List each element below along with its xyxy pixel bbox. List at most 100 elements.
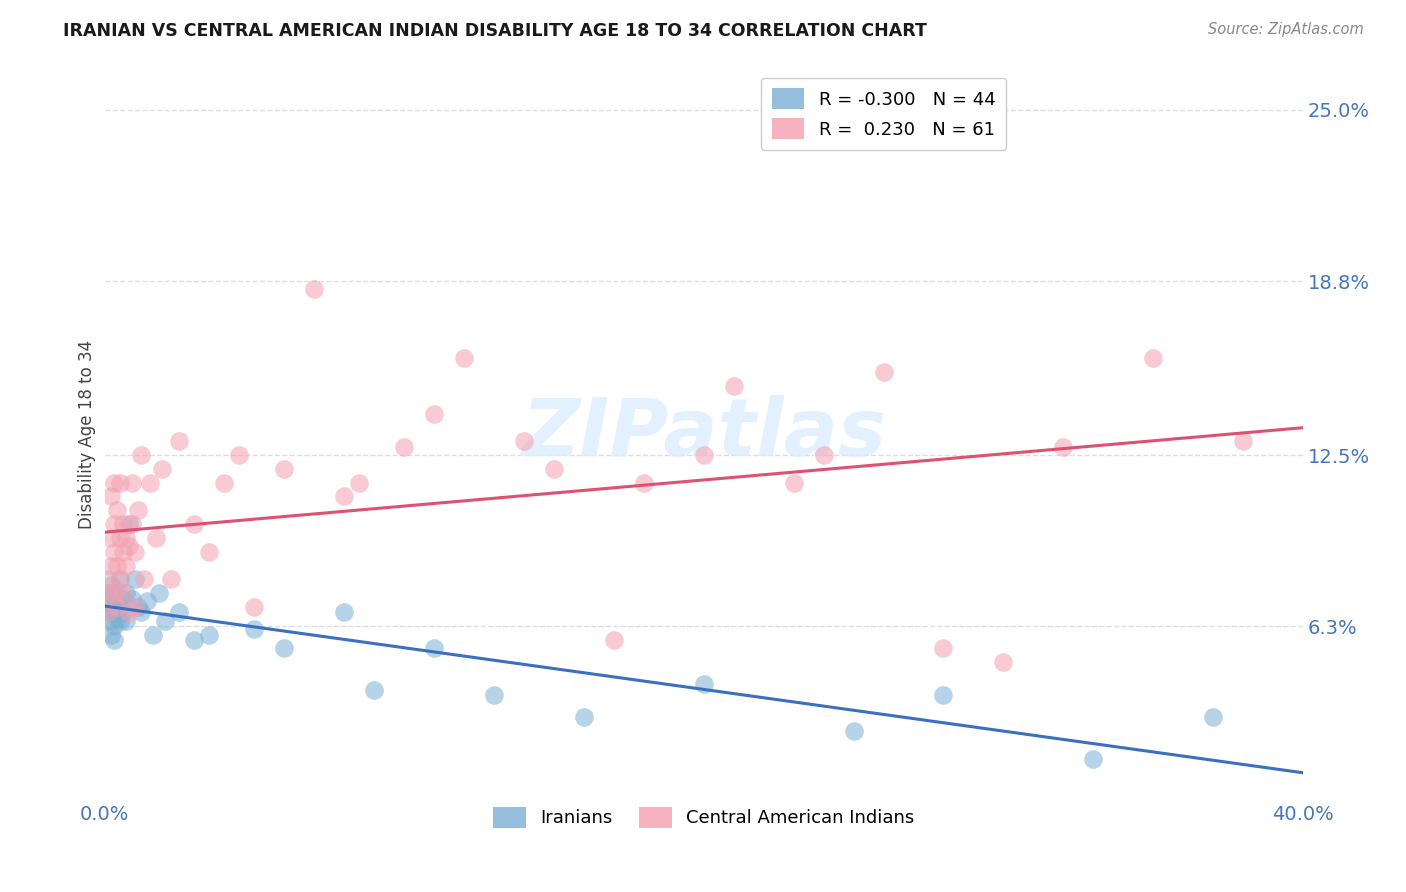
Text: IRANIAN VS CENTRAL AMERICAN INDIAN DISABILITY AGE 18 TO 34 CORRELATION CHART: IRANIAN VS CENTRAL AMERICAN INDIAN DISAB… — [63, 22, 927, 40]
Point — [108, 572, 131, 586]
Point — [111, 591, 134, 606]
Point — [103, 586, 125, 600]
Point — [693, 677, 716, 691]
Point — [363, 682, 385, 697]
Point — [633, 475, 655, 490]
Point — [100, 558, 122, 573]
Point — [1083, 752, 1105, 766]
Point — [842, 724, 865, 739]
Point — [214, 475, 236, 490]
Point — [108, 531, 131, 545]
Point — [114, 531, 136, 545]
Point — [169, 606, 191, 620]
Point — [100, 599, 122, 614]
Point — [333, 606, 356, 620]
Point — [100, 614, 122, 628]
Point — [100, 578, 122, 592]
Point — [108, 572, 131, 586]
Point — [198, 545, 221, 559]
Point — [723, 379, 745, 393]
Point — [572, 710, 595, 724]
Point — [333, 490, 356, 504]
Point — [103, 606, 125, 620]
Point — [97, 594, 120, 608]
Point — [121, 475, 143, 490]
Point — [111, 545, 134, 559]
Point — [124, 572, 146, 586]
Point — [103, 517, 125, 532]
Point — [111, 586, 134, 600]
Point — [159, 572, 181, 586]
Point — [111, 517, 134, 532]
Point — [103, 619, 125, 633]
Point — [124, 545, 146, 559]
Point — [121, 591, 143, 606]
Point — [423, 407, 446, 421]
Text: Source: ZipAtlas.com: Source: ZipAtlas.com — [1208, 22, 1364, 37]
Point — [127, 599, 149, 614]
Point — [129, 448, 152, 462]
Point — [273, 641, 295, 656]
Point — [97, 586, 120, 600]
Point — [138, 475, 160, 490]
Point — [349, 475, 371, 490]
Point — [228, 448, 250, 462]
Point — [97, 586, 120, 600]
Point — [97, 606, 120, 620]
Point — [145, 531, 167, 545]
Point — [423, 641, 446, 656]
Point — [183, 517, 205, 532]
Point — [103, 633, 125, 648]
Point — [111, 606, 134, 620]
Point — [127, 503, 149, 517]
Point — [129, 606, 152, 620]
Point — [117, 517, 139, 532]
Point — [993, 655, 1015, 669]
Point — [872, 365, 894, 379]
Legend: Iranians, Central American Indians: Iranians, Central American Indians — [486, 800, 922, 835]
Point — [392, 440, 415, 454]
Point — [782, 475, 804, 490]
Point — [114, 558, 136, 573]
Point — [198, 627, 221, 641]
Point — [135, 594, 157, 608]
Point — [105, 503, 128, 517]
Point — [150, 462, 173, 476]
Point — [114, 614, 136, 628]
Point — [304, 282, 326, 296]
Point — [124, 599, 146, 614]
Point — [108, 475, 131, 490]
Point — [603, 633, 626, 648]
Point — [105, 611, 128, 625]
Point — [103, 586, 125, 600]
Point — [1052, 440, 1074, 454]
Point — [243, 599, 266, 614]
Point — [513, 434, 536, 449]
Point — [114, 586, 136, 600]
Point — [543, 462, 565, 476]
Point — [105, 594, 128, 608]
Point — [453, 351, 475, 366]
Point — [183, 633, 205, 648]
Point — [100, 490, 122, 504]
Point — [103, 475, 125, 490]
Point — [117, 539, 139, 553]
Point — [117, 606, 139, 620]
Point — [169, 434, 191, 449]
Point — [482, 688, 505, 702]
Point — [100, 627, 122, 641]
Point — [273, 462, 295, 476]
Point — [108, 614, 131, 628]
Y-axis label: Disability Age 18 to 34: Disability Age 18 to 34 — [79, 340, 96, 529]
Point — [932, 688, 955, 702]
Point — [105, 599, 128, 614]
Point — [243, 622, 266, 636]
Point — [100, 531, 122, 545]
Text: ZIPatlas: ZIPatlas — [522, 395, 886, 474]
Point — [148, 586, 170, 600]
Point — [813, 448, 835, 462]
Point — [932, 641, 955, 656]
Point — [1142, 351, 1164, 366]
Point — [108, 599, 131, 614]
Point — [132, 572, 155, 586]
